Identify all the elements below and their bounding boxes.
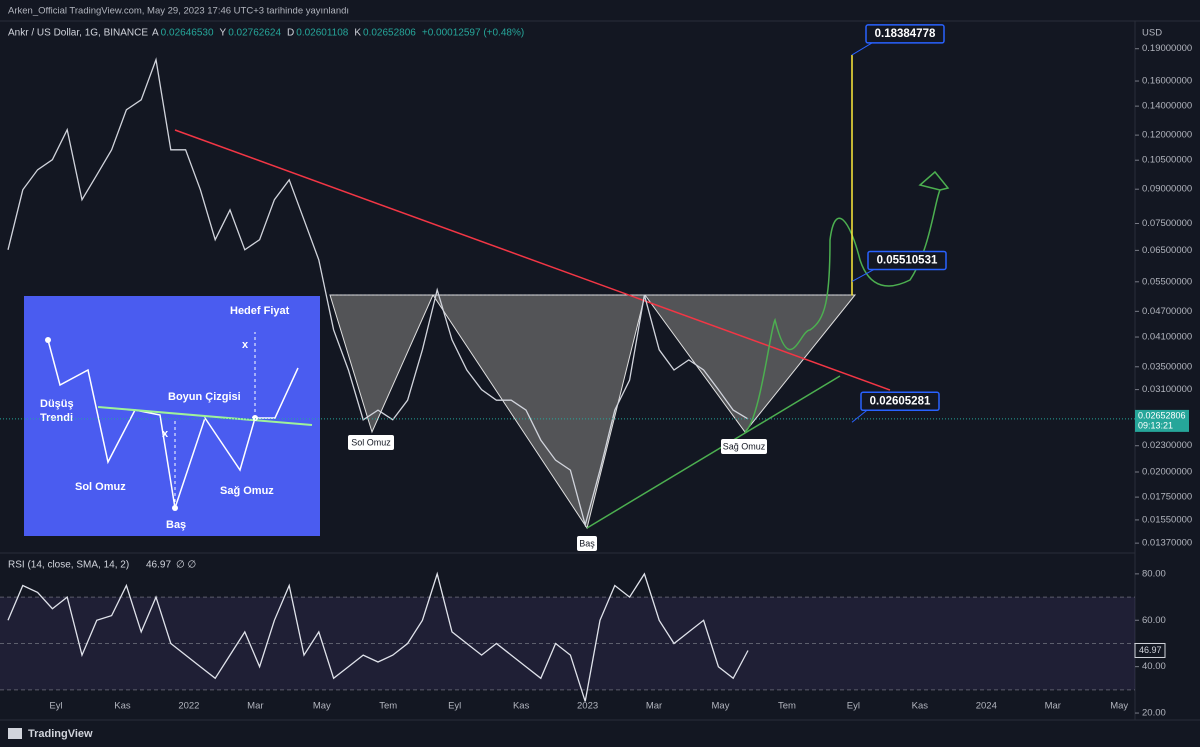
pattern-label: Baş: [579, 538, 595, 548]
y-tick-label: 0.01550000: [1142, 514, 1192, 525]
label-box: [721, 439, 767, 454]
legend-value: 0.02762624: [228, 28, 281, 39]
x-tick-label: Kas: [912, 701, 929, 712]
label-box: [348, 435, 394, 450]
rsi-suffix: ∅ ∅: [176, 560, 196, 571]
x-tick-label: 2024: [976, 701, 997, 712]
inset-label: Trendi: [40, 412, 73, 424]
y-tick-label: 80.00: [1142, 568, 1166, 579]
y-tick-label: 0.04700000: [1142, 306, 1192, 317]
y-tick-label: 0.10500000: [1142, 155, 1192, 166]
level-box: [865, 24, 945, 44]
price-tag: [1135, 409, 1189, 432]
inset-dot: [252, 415, 258, 421]
x-tick-label: 2023: [577, 701, 598, 712]
inset-label: Hedef Fiyat: [230, 305, 290, 317]
inset-dot: [45, 337, 51, 343]
series-line: [7, 57, 749, 528]
x-tick-label: May: [313, 701, 331, 712]
inset-pattern: [47, 339, 299, 509]
y-tick-label: 0.02300000: [1142, 440, 1192, 451]
label-box: [577, 536, 597, 551]
y-tick-label: 40.00: [1142, 661, 1166, 672]
level-label: 0.05510531: [877, 254, 938, 266]
y-tick-label: 0.14000000: [1142, 101, 1192, 112]
rsi-title: RSI (14, close, SMA, 14, 2): [8, 560, 129, 571]
inset-diagram: Hedef Fiyat x Düşüş Trendi Boyun Çizgisi…: [24, 296, 320, 536]
level-box: [867, 250, 947, 271]
x-tick-label: Tem: [379, 701, 397, 712]
y-tick-label: 0.04100000: [1142, 332, 1192, 343]
currency: USD: [1142, 28, 1162, 39]
y-tick-label: 0.09000000: [1142, 184, 1192, 195]
legend-value: 0.02601108: [296, 28, 349, 39]
level-pointer: [851, 409, 868, 423]
inset-label: Baş: [166, 519, 186, 531]
x-tick-label: May: [712, 701, 730, 712]
y-tick-label: 0.02000000: [1142, 467, 1192, 478]
y-tick-label: 0.07500000: [1142, 218, 1192, 229]
inset-label: Düşüş: [40, 398, 74, 410]
rsi-tag-label: 46.97: [1139, 645, 1162, 655]
pattern-label: Sol Omuz: [351, 437, 391, 447]
legend-key: K: [354, 28, 361, 39]
x-tick-label: Eyl: [49, 701, 62, 712]
level-label: 0.18384778: [875, 28, 936, 40]
legend-key: A: [152, 28, 159, 39]
x-tick-label: Mar: [1045, 701, 1061, 712]
countdown: 09:13:21: [1138, 420, 1173, 430]
y-tick-label: 0.12000000: [1142, 130, 1192, 141]
y-tick-label: 20.00: [1142, 708, 1166, 719]
price-tag-label: 0.02652806: [1138, 410, 1186, 420]
y-tick-label: 0.01370000: [1142, 538, 1192, 549]
x-tick-label: Kas: [114, 701, 131, 712]
trendline: [174, 129, 891, 391]
inset-label: x: [242, 339, 249, 351]
brand: TradingView: [28, 728, 93, 740]
x-tick-label: Eyl: [847, 701, 860, 712]
x-tick-label: May: [1110, 701, 1128, 712]
inset-label: x: [162, 428, 169, 440]
legend-key: D: [287, 28, 294, 39]
y-tick-label: 0.05500000: [1142, 276, 1192, 287]
inset-label: Boyun Çizgisi: [168, 391, 241, 403]
y-tick-label: 0.06500000: [1142, 245, 1192, 256]
legend-key: Y: [220, 28, 227, 39]
level-pointer: [851, 42, 873, 56]
x-tick-label: Kas: [513, 701, 530, 712]
inset-label: Sağ Omuz: [220, 485, 274, 497]
x-tick-label: 2022: [178, 701, 199, 712]
level-box: [860, 391, 940, 412]
legend-value: +0.00012597 (+0.48%): [422, 28, 524, 39]
x-tick-label: Mar: [247, 701, 263, 712]
rsi-value: 46.97: [146, 560, 171, 571]
legend-value: 0.02652806: [363, 28, 416, 39]
symbol-title: Ankr / US Dollar, 1G, BINANCE: [8, 28, 148, 39]
inset-background: [24, 296, 320, 536]
series-line: [7, 571, 749, 702]
x-tick-label: Tem: [778, 701, 796, 712]
brand-logo: [8, 728, 22, 739]
inset-dot: [172, 505, 178, 511]
inset-label: Sol Omuz: [75, 481, 126, 493]
pattern-triangle: [329, 294, 434, 434]
y-tick-label: 0.16000000: [1142, 76, 1192, 87]
legend-value: 0.02646530: [161, 28, 214, 39]
support-line: [586, 375, 841, 529]
level-label: 0.02605281: [870, 395, 931, 407]
x-tick-label: Mar: [646, 701, 662, 712]
y-tick-label: 0.19000000: [1142, 43, 1192, 54]
y-tick-label: 60.00: [1142, 615, 1166, 626]
y-tick-label: 0.03500000: [1142, 361, 1192, 372]
rsi-tag: [1134, 642, 1166, 658]
level-pointer: [851, 269, 875, 282]
y-tick-label: 0.03100000: [1142, 384, 1192, 395]
publisher: Arken_Official TradingView.com, May 29, …: [8, 6, 349, 17]
x-tick-label: Eyl: [448, 701, 461, 712]
pattern-label: Sağ Omuz: [723, 441, 766, 451]
y-tick-label: 0.01750000: [1142, 492, 1192, 503]
inset-neckline: [97, 406, 313, 426]
